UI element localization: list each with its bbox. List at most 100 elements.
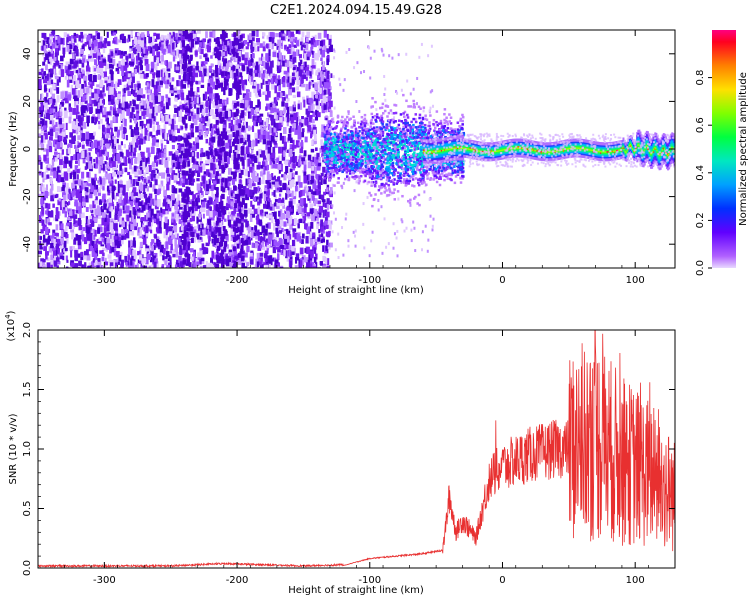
heatmap-cell (98, 125, 101, 130)
heatmap-cell (312, 232, 316, 237)
heatmap-cell (101, 256, 105, 262)
heatmap-cell (261, 61, 264, 67)
heatmap-cell (269, 41, 273, 49)
heatmap-cell (109, 238, 114, 245)
heatmap-cell (149, 131, 153, 137)
heatmap-cell (261, 225, 266, 234)
heatmap-cell (260, 235, 263, 243)
heatmap-cell (249, 154, 254, 159)
heatmap-cell (92, 228, 96, 235)
heatmap-cell (139, 254, 143, 261)
heatmap-cell (146, 197, 151, 203)
heatmap-cell (141, 200, 144, 205)
heatmap-cell (58, 197, 61, 202)
heatmap-cell (205, 31, 208, 38)
heatmap-cell (77, 61, 80, 68)
heatmap-cell (229, 145, 232, 153)
heatmap-cell (155, 140, 159, 145)
heatmap-cell (286, 192, 290, 198)
heatmap-cell (40, 120, 45, 124)
heatmap-cell (103, 40, 107, 49)
heatmap-cell (122, 210, 126, 214)
heatmap-cell (164, 77, 167, 85)
heatmap-cell (96, 109, 101, 114)
heatmap-cell (190, 167, 195, 173)
heatmap-cell (204, 91, 208, 100)
heatmap-cell (49, 188, 53, 195)
heatmap-cell (51, 120, 55, 127)
heatmap-cell (286, 149, 290, 153)
heatmap-cell (221, 87, 225, 92)
heatmap-cell (258, 117, 262, 123)
heatmap-cell (93, 189, 98, 196)
heatmap-cell (120, 124, 124, 131)
heatmap-cell (155, 175, 160, 179)
heatmap-cell (101, 132, 105, 138)
heatmap-cell (206, 210, 210, 216)
heatmap-cell (283, 92, 287, 99)
heatmap-cell (316, 53, 319, 61)
heatmap-cell (55, 224, 59, 231)
heatmap-cell (139, 242, 144, 248)
heatmap-cell (54, 250, 58, 257)
heatmap-cell (114, 261, 118, 267)
heatmap-cell (246, 158, 249, 162)
heatmap-cell (98, 160, 101, 167)
heatmap-cell (250, 150, 254, 154)
heatmap-cell (39, 236, 43, 240)
heatmap-cell (45, 184, 49, 191)
heatmap-cell (239, 62, 243, 66)
heatmap-cell (152, 45, 156, 49)
heatmap-cell (285, 228, 289, 235)
heatmap-cell (237, 110, 241, 114)
heatmap-cell (271, 173, 274, 178)
heatmap-cell (168, 195, 173, 200)
heatmap-cell (234, 44, 239, 52)
heatmap-cell (83, 121, 87, 129)
heatmap-cell (273, 202, 277, 207)
heatmap-cell (213, 262, 217, 268)
heatmap-cell (291, 251, 295, 256)
heatmap-cell (119, 184, 123, 188)
heatmap-cell (129, 100, 132, 106)
heatmap-cell (104, 111, 109, 118)
heatmap-cell (152, 257, 155, 264)
heatmap-cell (288, 201, 293, 208)
heatmap-cell (61, 117, 65, 123)
heatmap-cell (321, 107, 325, 114)
heatmap-cell (317, 112, 321, 118)
heatmap-cell (122, 184, 126, 193)
heatmap-cell (325, 245, 328, 252)
heatmap-cell (49, 114, 54, 121)
heatmap-cell (178, 30, 183, 34)
heatmap-cell (301, 131, 305, 138)
heatmap-cell (141, 267, 145, 268)
heatmap-cell (133, 253, 137, 259)
heatmap-cell (139, 73, 144, 79)
heatmap-cell (236, 187, 240, 194)
heatmap-cell (105, 122, 108, 131)
heatmap-cell (85, 192, 88, 200)
heatmap-cell (192, 114, 196, 122)
heatmap-cell (43, 187, 48, 192)
heatmap-cell (295, 171, 298, 175)
heatmap-cell (48, 235, 52, 242)
heatmap-cell (301, 42, 305, 48)
heatmap-cell (124, 61, 128, 65)
heatmap-cell (253, 208, 258, 215)
heatmap-cell (129, 118, 132, 123)
heatmap-cell (303, 66, 306, 71)
heatmap-cell (156, 218, 160, 225)
heatmap-cell (141, 157, 145, 164)
heatmap-cell (51, 104, 54, 112)
heatmap-cell (95, 184, 99, 192)
heatmap-cell (289, 144, 293, 149)
heatmap-cell (263, 234, 266, 242)
heatmap-cell (272, 107, 277, 113)
heatmap-cell (46, 79, 51, 86)
heatmap-cell (85, 59, 89, 63)
heatmap-cell (171, 77, 175, 82)
heatmap-cell (99, 118, 103, 124)
heatmap-cell (249, 252, 253, 257)
heatmap-cell (56, 186, 61, 193)
